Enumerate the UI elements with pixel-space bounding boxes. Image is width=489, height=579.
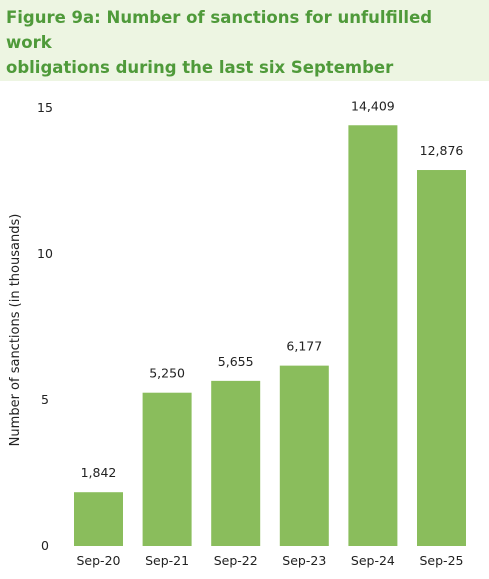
data-label: 1,842 xyxy=(81,465,117,480)
x-tick-label: Sep-24 xyxy=(351,553,395,568)
x-tick-label: Sep-21 xyxy=(145,553,189,568)
data-labels: 1,842 5,250 5,655 6,177 14,409 12,876 xyxy=(81,98,464,480)
y-tick-label: 10 xyxy=(37,246,53,261)
bar-sep-23 xyxy=(279,365,329,546)
data-label: 12,876 xyxy=(420,143,464,158)
x-tick-label: Sep-25 xyxy=(420,553,464,568)
x-tick-label: Sep-23 xyxy=(282,553,326,568)
y-axis-ticks: 0 5 10 15 xyxy=(37,100,53,553)
y-tick-label: 15 xyxy=(37,100,53,115)
y-tick-label: 5 xyxy=(41,392,49,407)
data-label: 5,655 xyxy=(218,354,254,369)
chart-title-line-1: Figure 9a: Number of sanctions for unful… xyxy=(6,8,433,52)
data-label: 5,250 xyxy=(149,366,185,381)
bars xyxy=(74,125,466,546)
bar-sep-25 xyxy=(417,170,466,546)
x-tick-label: Sep-20 xyxy=(77,553,121,568)
y-axis-label: Number of sanctions (in thousands) xyxy=(8,214,23,447)
x-tick-label: Sep-22 xyxy=(214,553,258,568)
x-axis-ticks: Sep-20 Sep-21 Sep-22 Sep-23 Sep-24 Sep-25 xyxy=(77,553,464,568)
data-label: 14,409 xyxy=(351,98,395,113)
bar-sep-24 xyxy=(348,125,398,546)
bar-sep-22 xyxy=(211,380,261,546)
y-tick-label: 0 xyxy=(41,538,49,553)
data-label: 6,177 xyxy=(286,339,322,354)
bar-sep-20 xyxy=(74,492,123,546)
bar-sep-21 xyxy=(142,392,192,546)
